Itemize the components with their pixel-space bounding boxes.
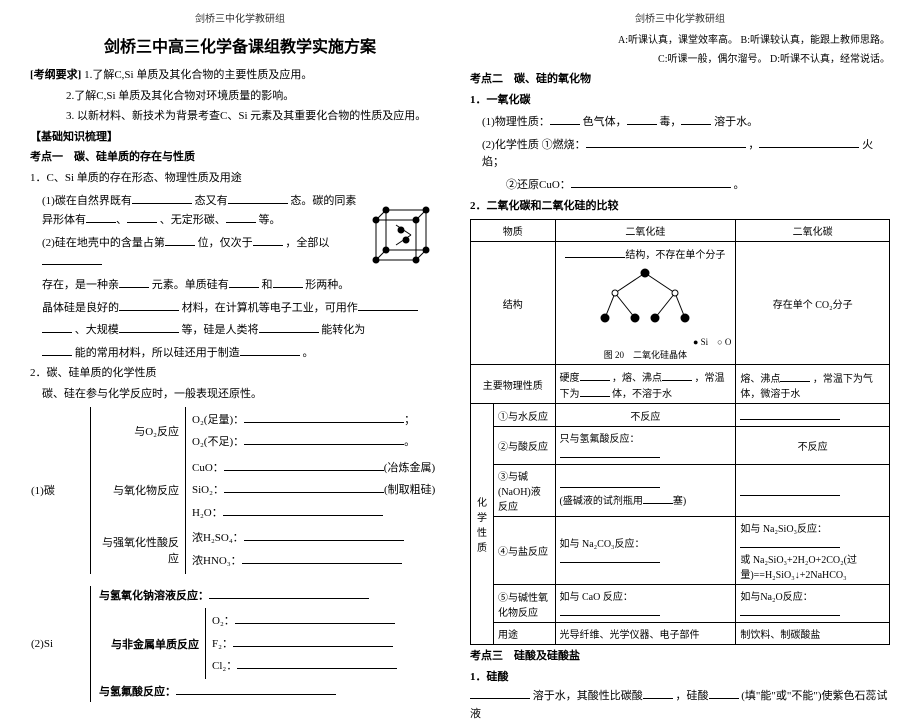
- line2b: 存在，是一种亲 元素。单质硅有 和 形两种。: [30, 275, 450, 295]
- row-phys-co2: 熔、沸点 ，常温下为气体，微溶于水: [736, 365, 890, 404]
- main-title: 剑桥三中高三化学备课组教学实施方案: [30, 33, 450, 57]
- left-column: 剑桥三中化学教研组 剑桥三中高三化学备课组教学实施方案 [考纲要求] 1.了解C…: [20, 10, 460, 640]
- r4-sio2: 如与 Na₂CO₃反应：: [555, 517, 736, 585]
- r4-co2: 如与 Na₂SiO₃反应： 或 Na₂SiO₃+2H₂O+2CO₂(过量)==H…: [736, 517, 890, 585]
- compare-title: 2．二氧化碳和二氧化硅的比较: [470, 198, 890, 216]
- r1-sio2: 不反应: [555, 404, 736, 427]
- r6-sio2: 光导纤维、光学仪器、电子部件: [555, 623, 736, 645]
- r5-co2: 如与Na₂O反应：: [736, 585, 890, 623]
- row-chem-label: 化学性质: [471, 404, 494, 645]
- r5-lbl: ⑤与碱性氧化物反应: [494, 585, 556, 623]
- hdr-co2: 二氧化碳: [736, 220, 890, 242]
- legend-row1: A:听课认真，课堂效率高。 B:听课较认真，能跟上教师思路。: [470, 33, 890, 49]
- crystal-structure-icon: [366, 195, 446, 275]
- kaodian3-line: 1．硅酸 溶于水，其酸性比碳酸 ，硅酸 (填"能"或"不能")使紫色石蕊试液: [470, 669, 890, 724]
- nonmetal-label: 与非金属单质反应: [99, 636, 203, 652]
- r5-sio2: 如与 CaO 反应：: [555, 585, 736, 623]
- co-phys: (1)物理性质： 色气体， 毒， 溶于水。: [470, 112, 890, 132]
- acid-label: 与强氧化性酸反应: [99, 534, 183, 566]
- r3-lbl: ③与碱(NaOH)液反应: [494, 465, 556, 517]
- part2-sub: 碳、硅在参与化学反应时，一般表现还原性。: [30, 386, 450, 404]
- co-chem-burn: (2)化学性质 ①燃烧： ， 火焰；: [470, 135, 890, 172]
- row-phys-label: 主要物理性质: [471, 365, 556, 404]
- o2-label: 与O₂反应: [99, 423, 183, 439]
- carbon-label: (1)碳: [31, 482, 55, 498]
- header-org-right: 剑桥三中化学教研组: [470, 10, 890, 25]
- line3b: 、大规模 等，硅是人类将 能转化为: [30, 320, 450, 340]
- r6-lbl: 用途: [494, 623, 556, 645]
- si-label: (2)Si: [31, 638, 53, 650]
- r4-lbl: ④与盐反应: [494, 517, 556, 585]
- row-structure-co2: 存在单个 CO₂分子: [736, 242, 890, 365]
- row-structure-label: 结构: [471, 242, 556, 365]
- co-chem-reduce: ②还原CuO： 。: [470, 175, 890, 195]
- part2-title: 2．碳、硅单质的化学性质: [30, 365, 450, 383]
- co-title: 1．一氧化碳: [470, 92, 890, 110]
- kaodian3-title: 考点三 硅酸及硅酸盐: [470, 648, 890, 666]
- legend-row2: C:听课一般，偶尔溜号。 D:听课不认真，经常说话。: [470, 52, 890, 68]
- oxide-label: 与氧化物反应: [99, 482, 183, 498]
- r2-co2: 不反应: [736, 427, 890, 465]
- req-item-3: 3. 以新材料、新技术为背景考查C、Si 元素及其重要化合物的性质及应用。: [30, 108, 450, 126]
- r1-co2: [736, 404, 890, 427]
- req-label: [考纲要求] 1.了解C,Si 单质及其化合物的主要性质及应用。: [30, 67, 450, 85]
- r1-lbl: ①与水反应: [494, 404, 556, 427]
- row-structure-sio2: 结构，不存在单个分子 ● Si ○ O: [555, 242, 736, 365]
- r2-lbl: ②与酸反应: [494, 427, 556, 465]
- hdr-substance: 物质: [471, 220, 556, 242]
- hdr-sio2: 二氧化硅: [555, 220, 736, 242]
- kaodian1-title: 考点一 碳、硅单质的存在与性质: [30, 149, 450, 167]
- row-phys-sio2: 硬度 ，熔、沸点 ，常温下为 体，不溶于水: [555, 365, 736, 404]
- header-org-left: 剑桥三中化学教研组: [30, 10, 450, 25]
- carbon-reactions: (1)碳 与O₂反应 O₂(足量)：； O₂(不足)：。 与氧化物反应 CuO：…: [90, 407, 450, 574]
- basics-label: 【基础知识梳理】: [30, 129, 450, 147]
- kaodian2-title: 考点二 碳、硅的氧化物: [470, 71, 890, 89]
- si-reactions: (2)Si 与氢氧化钠溶液反应： 与非金属单质反应 O₂： F₂： Cl₂： 与…: [90, 586, 450, 702]
- comparison-table: 物质 二氧化硅 二氧化碳 结构 结构，不存在单个分子: [470, 219, 890, 645]
- r3-sio2: (盛碱液的试剂瓶用塞): [555, 465, 736, 517]
- req-item-1: 1.了解C,Si 单质及其化合物的主要性质及应用。: [84, 69, 312, 81]
- line3: 晶体硅是良好的 材料，在计算机等电子工业，可用作: [30, 298, 450, 318]
- part1-title: 1．C、Si 单质的存在形态、物理性质及用途: [30, 170, 450, 188]
- req-label-text: [考纲要求]: [30, 69, 81, 81]
- right-column: 剑桥三中化学教研组 A:听课认真，课堂效率高。 B:听课较认真，能跟上教师思路。…: [460, 10, 900, 640]
- line3c: 能的常用材料，所以硅还用于制造 。: [30, 343, 450, 363]
- r6-co2: 制饮料、制碳酸盐: [736, 623, 890, 645]
- req-item-2: 2.了解C,Si 单质及其化合物对环境质量的影响。: [30, 88, 450, 106]
- r2-sio2: 只与氢氟酸反应：: [555, 427, 736, 465]
- r3-co2: [736, 465, 890, 517]
